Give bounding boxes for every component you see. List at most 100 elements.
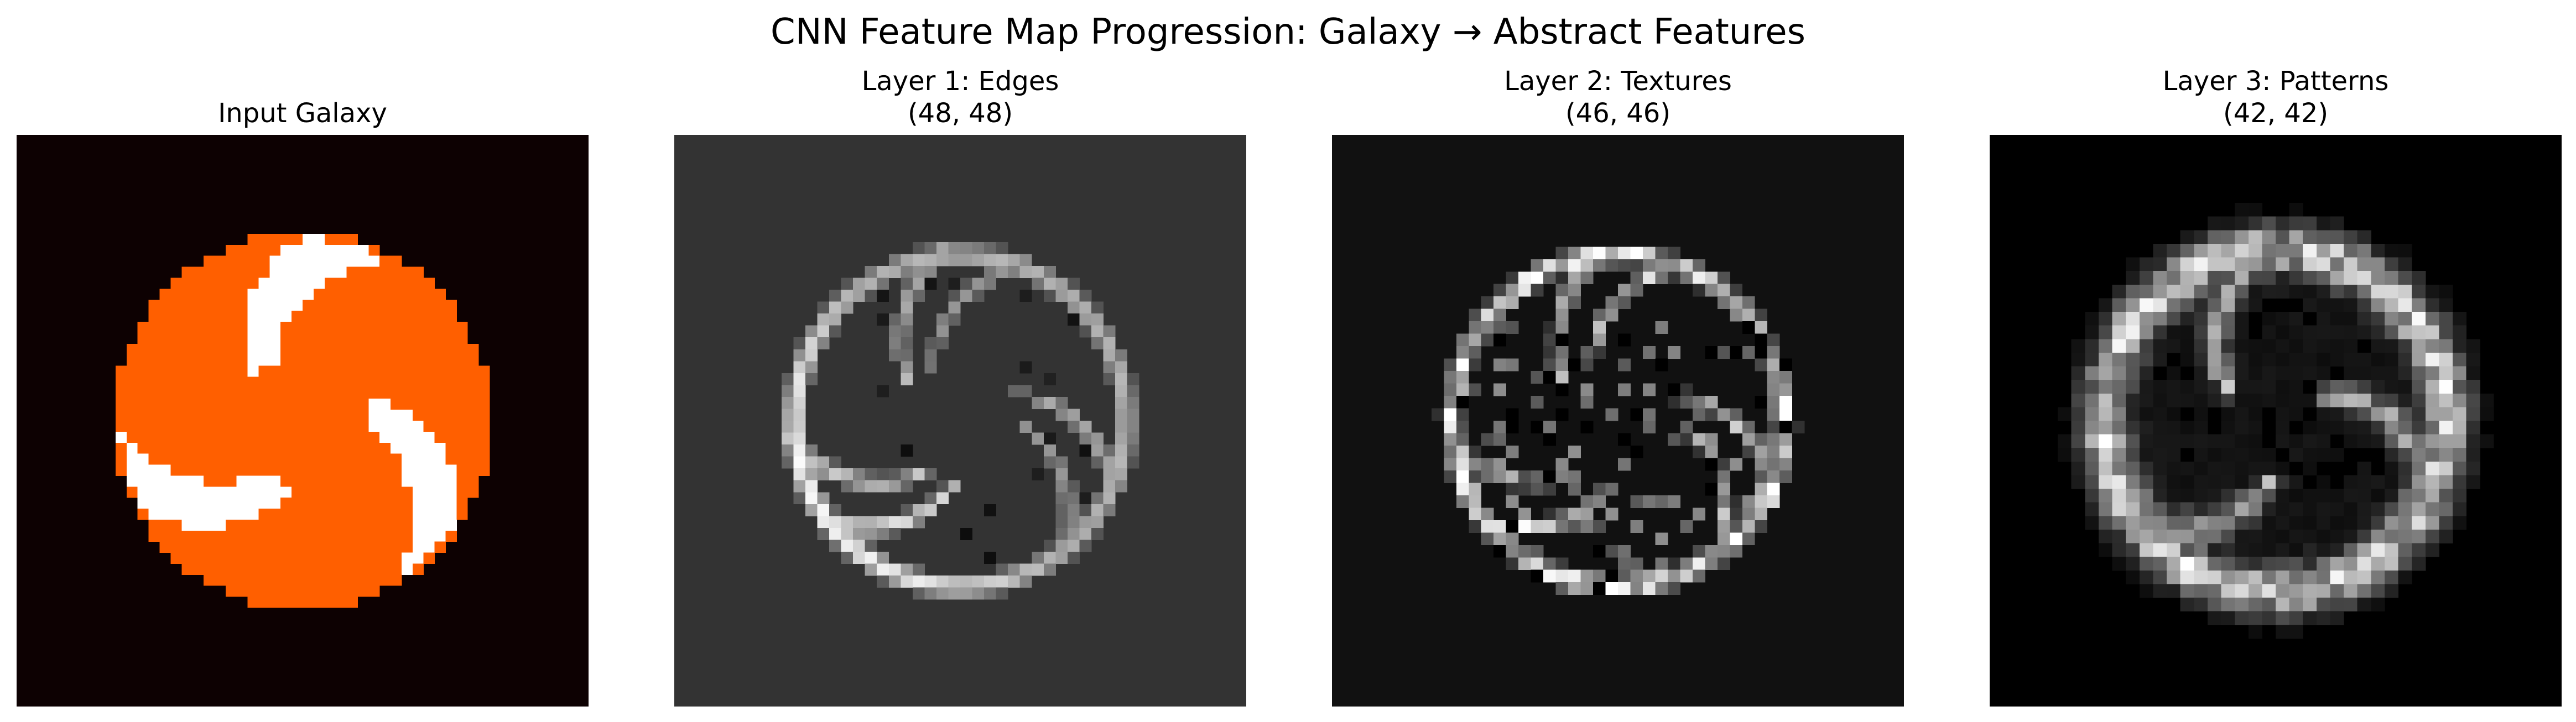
heatmap-cell-layer-2 [1667,383,1680,396]
heatmap-cell-layer-2 [1779,358,1793,372]
heatmap-cell-layer-3 [2221,584,2235,598]
heatmap-cell-input [292,322,303,333]
heatmap-cell-layer-1 [1008,254,1021,266]
heatmap-cell-layer-3 [2289,407,2303,421]
heatmap-cell-input [170,453,182,465]
heatmap-cell-input [236,332,248,344]
heatmap-cell-layer-3 [2303,461,2317,475]
heatmap-cell-input [412,388,424,399]
heatmap-cell-layer-2 [1618,433,1631,446]
heatmap-cell-layer-3 [2071,461,2085,475]
heatmap-cell-input [401,300,413,311]
heatmap-cell-input [313,574,325,586]
heatmap-cell-input [192,343,204,355]
heatmap-cell-layer-3 [2276,312,2290,326]
heatmap-cell-layer-3 [2126,325,2140,339]
heatmap-cell-input [401,376,413,388]
heatmap-cell-layer-2 [1518,557,1532,571]
heatmap-cell-layer-1 [817,504,830,516]
heatmap-cell-layer-3 [2071,475,2085,489]
heatmap-cell-layer-3 [2425,516,2439,530]
heatmap-cell-layer-2 [1555,271,1569,285]
heatmap-cell-input [280,552,292,564]
heatmap-cell-input [434,541,446,553]
heatmap-cell-layer-2 [1469,358,1482,372]
heatmap-cell-layer-1 [888,265,901,278]
heatmap-cell-layer-3 [2194,271,2208,285]
heatmap-cell-input [148,486,160,498]
heatmap-cell-input [456,486,468,498]
heatmap-cell-input [401,530,413,542]
heatmap-cell-layer-2 [1568,296,1581,310]
heatmap-cell-layer-1 [901,254,913,266]
heatmap-cell-input [159,399,171,410]
heatmap-cell-input [258,442,270,454]
heatmap-cell-layer-3 [2344,284,2358,299]
heatmap-cell-layer-3 [2085,380,2099,394]
heatmap-input-galaxy-svg [17,135,589,707]
heatmap-cell-layer-1 [901,313,913,326]
heatmap-cell-input [280,376,292,388]
heatmap-cell-layer-3 [2276,598,2290,612]
heatmap-cell-input [192,431,204,443]
heatmap-cell-layer-3 [2180,543,2194,557]
heatmap-cell-layer-3 [2235,284,2249,299]
heatmap-cell-input [357,332,369,344]
heatmap-cell-input [423,453,435,465]
heatmap-cell-layer-3 [2248,216,2262,231]
heatmap-cell-layer-1 [841,290,854,302]
heatmap-cell-input [467,453,479,465]
heatmap-cell-input [357,388,369,399]
heatmap-cell-layer-3 [2235,312,2249,326]
heatmap-cell-input [368,322,380,333]
heatmap-cell-input [412,541,424,553]
heatmap-cell-input [324,597,336,608]
heatmap-cell-layer-3 [2466,380,2480,394]
heatmap-cell-input [379,266,391,278]
heatmap-cell-input [324,498,336,509]
heatmap-cell-layer-2 [1767,495,1780,508]
heatmap-cell-layer-3 [2194,352,2208,367]
heatmap-cell-layer-3 [2221,489,2235,503]
heatmap-cell-input [236,311,248,322]
heatmap-cell-layer-3 [2289,366,2303,380]
heatmap-cell-layer-3 [2330,598,2344,612]
heatmap-cell-layer-3 [2139,434,2153,448]
heatmap-cell-layer-3 [2248,284,2262,299]
heatmap-cell-input [126,442,138,454]
heatmap-cell-input [214,410,226,421]
heatmap-cell-layer-2 [1506,557,1519,571]
heatmap-cell-layer-1 [781,444,794,457]
heatmap-cell-layer-2 [1555,520,1569,533]
heatmap-cell-input [401,442,413,454]
heatmap-cell-layer-3 [2344,380,2358,394]
heatmap-cell-input [258,266,270,278]
heatmap-cell-layer-2 [1543,346,1557,359]
heatmap-cell-layer-3 [2412,271,2426,285]
heatmap-cell-input [357,442,369,454]
heatmap-cell-layer-2 [1518,545,1532,558]
heatmap-cell-layer-3 [2316,271,2330,285]
heatmap-cell-layer-2 [1605,308,1619,322]
heatmap-cell-input [137,322,149,333]
heatmap-cell-input [292,266,303,278]
heatmap-cell-input [357,399,369,410]
heatmap-cell-layer-1 [1091,325,1104,338]
heatmap-cell-input [346,278,358,289]
heatmap-cell-layer-3 [2194,598,2208,612]
heatmap-cell-input [313,233,325,245]
heatmap-cell-layer-2 [1506,483,1519,496]
heatmap-cell-layer-3 [2153,421,2167,435]
heatmap-cell-layer-2 [1555,346,1569,359]
heatmap-cell-input [280,332,292,344]
heatmap-cell-layer-1 [1043,265,1056,278]
heatmap-cell-input [247,442,259,454]
heatmap-cell-input [335,376,347,388]
heatmap-cell-layer-3 [2303,284,2317,299]
heatmap-cell-layer-3 [2139,570,2153,584]
heatmap-cell-layer-2 [1667,569,1680,583]
heatmap-cell-input [379,421,391,432]
heatmap-cell-layer-3 [2316,230,2330,244]
heatmap-cell-input [204,266,215,278]
heatmap-cell-input [423,509,435,520]
